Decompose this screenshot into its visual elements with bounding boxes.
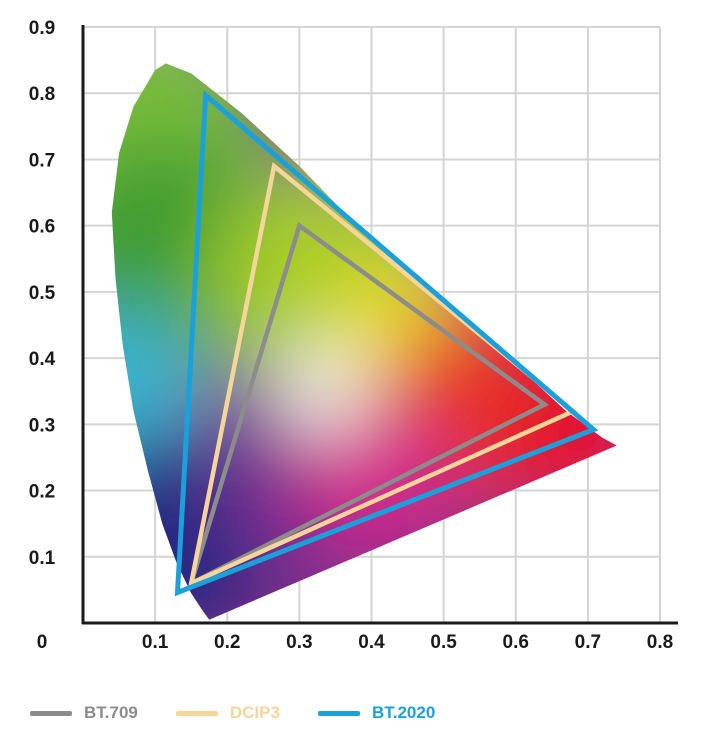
- legend: BT.709 DCIP3 BT.2020: [30, 700, 473, 726]
- origin-label: 0: [37, 632, 48, 653]
- x-tick-label-1: 0.1: [142, 632, 169, 653]
- x-tick-label-4: 0.4: [358, 632, 385, 653]
- y-tick-label-2: 0.2: [29, 482, 55, 503]
- x-tick-label-6: 0.6: [503, 632, 529, 653]
- y-tick-label-9: 0.9: [29, 18, 55, 39]
- y-tick-label-5: 0.5: [29, 283, 56, 304]
- legend-label-bt709: BT.709: [84, 703, 138, 722]
- gamut-triangle-bt2020: [174, 89, 599, 597]
- y-tick-label-4: 0.4: [29, 349, 56, 370]
- x-tick-label-8: 0.8: [647, 632, 673, 653]
- y-tick-label-7: 0.7: [29, 150, 55, 171]
- legend-item-bt709: BT.709: [30, 703, 138, 723]
- y-tick-label-8: 0.8: [29, 84, 55, 105]
- spectral-locus-fill: [111, 63, 617, 620]
- tick-labels: 0 0.1 0.2 0.3 0.4 0.5 0.6 0.7 0.8 0.1 0.2 0.3 0.4 0.5…: [29, 18, 673, 653]
- legend-item-bt2020: BT.2020: [317, 703, 436, 723]
- gamut-triangle-dcip3: [188, 161, 578, 588]
- x-tick-label-2: 0.2: [214, 632, 240, 653]
- x-tick-label-7: 0.7: [575, 632, 601, 653]
- y-tick-label-1: 0.1: [29, 548, 56, 569]
- x-tick-label-5: 0.5: [430, 632, 457, 653]
- fill-white-point: [276, 346, 367, 437]
- legend-swatch-bt2020: [317, 710, 360, 716]
- y-tick-label-6: 0.6: [29, 217, 55, 238]
- chart-canvas: 0 0.1 0.2 0.3 0.4 0.5 0.6 0.7 0.8 0.1 0.2 0.3 0.4 0.5…: [29, 18, 678, 653]
- legend-label-bt2020: BT.2020: [371, 703, 436, 722]
- y-tick-label-3: 0.3: [29, 415, 55, 436]
- legend-swatch-dcip3: [175, 710, 218, 716]
- axes: [81, 25, 678, 625]
- legend-swatch-bt709: [30, 710, 72, 716]
- x-tick-label-3: 0.3: [286, 632, 312, 653]
- gamut-triangles: [174, 89, 599, 597]
- gamut-triangle-bt709: [187, 222, 549, 588]
- legend-label-dcip3: DCIP3: [229, 703, 280, 722]
- legend-item-dcip3: DCIP3: [175, 703, 280, 723]
- fill-red: [493, 350, 617, 511]
